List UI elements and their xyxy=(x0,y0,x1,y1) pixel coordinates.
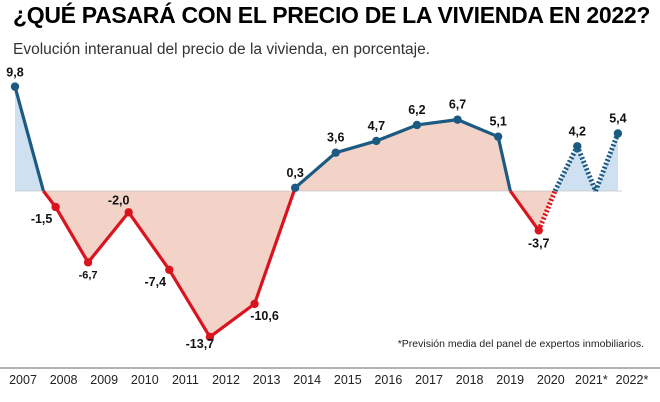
line-segment xyxy=(294,151,337,190)
data-labels: 9,8 -1,5 -6,7 -2,0 -7,4 -13,7 -10,6 0,3 3,6 4,7 6,… xyxy=(6,66,626,351)
data-label: 5,1 xyxy=(489,115,506,129)
data-point xyxy=(51,202,60,212)
data-label: -7,4 xyxy=(145,275,167,289)
footnote: *Previsión media del panel de expertos i… xyxy=(397,338,644,350)
x-tick-label: 2019 xyxy=(496,373,524,387)
positive-area-3 xyxy=(554,146,596,191)
data-point xyxy=(124,208,133,217)
x-tick-label: 2007 xyxy=(9,373,37,387)
data-label: -2,0 xyxy=(108,193,130,207)
line-segment xyxy=(167,268,212,338)
x-tick-label: 2020 xyxy=(537,373,565,387)
x-tick-label: 2014 xyxy=(293,373,321,387)
data-label: -3,7 xyxy=(528,236,550,250)
line-segment xyxy=(552,145,580,193)
data-point xyxy=(205,332,215,342)
data-point xyxy=(453,115,462,124)
line-segment xyxy=(335,139,377,155)
data-label: 4,7 xyxy=(368,119,385,133)
data-point xyxy=(412,120,422,130)
data-label: -10,6 xyxy=(250,309,279,323)
data-label: 6,2 xyxy=(408,103,425,117)
data-label: -13,7 xyxy=(186,337,215,351)
line-segment xyxy=(375,123,418,143)
data-label: 3,6 xyxy=(327,131,344,145)
chart-subtitle: Evolución interanual del precio de la vi… xyxy=(13,41,431,58)
data-point xyxy=(331,148,340,157)
x-tick-label: 2018 xyxy=(456,373,484,387)
x-tick-label: 2011 xyxy=(172,373,199,387)
line-segment xyxy=(86,211,130,264)
area-fills xyxy=(15,86,618,337)
data-points xyxy=(10,82,623,342)
data-label: 4,2 xyxy=(569,124,586,138)
negative-area-2 xyxy=(510,191,555,231)
line-segment xyxy=(208,302,256,339)
negative-area-1 xyxy=(43,119,511,337)
x-tick-label: 2022* xyxy=(616,373,649,387)
data-point xyxy=(10,82,20,91)
x-tick-label: 2010 xyxy=(131,373,159,387)
line-segment xyxy=(496,136,512,192)
line-segment xyxy=(574,145,598,192)
x-tick-label: 2013 xyxy=(253,373,281,387)
x-tick-label: 2012 xyxy=(212,373,240,387)
positive-area-4 xyxy=(595,133,618,191)
data-point xyxy=(372,136,381,146)
x-tick-label: 2021* xyxy=(575,373,608,387)
x-tick-labels: 2007 2008 2009 2010 2011 2012 2013 2014 2015 2016… xyxy=(9,373,648,387)
data-point xyxy=(613,129,623,138)
data-point xyxy=(250,299,259,309)
x-tick-label: 2008 xyxy=(50,373,78,387)
data-point xyxy=(165,265,174,275)
data-label: -6,7 xyxy=(79,269,98,281)
data-point xyxy=(83,258,93,267)
x-tick-label: 2015 xyxy=(334,373,362,387)
x-tick-label: 2016 xyxy=(374,373,402,387)
x-tick-label: 2009 xyxy=(90,373,118,387)
axis xyxy=(0,190,660,369)
line-segment xyxy=(54,206,90,264)
data-point xyxy=(493,132,503,141)
data-label: -1,5 xyxy=(31,212,53,226)
line-segment xyxy=(127,211,171,271)
data-label: 0,3 xyxy=(286,166,303,180)
line-segment xyxy=(509,190,541,232)
line-segment xyxy=(13,86,45,192)
line-segment xyxy=(416,118,458,127)
x-tick-label: 2017 xyxy=(415,373,443,387)
data-point xyxy=(534,226,543,235)
chart-title: ¿QUÉ PASARÁ CON EL PRECIO DE LA VIVIENDA… xyxy=(13,2,651,28)
data-label: 9,8 xyxy=(6,66,23,80)
line-segment xyxy=(253,187,297,305)
data-point xyxy=(573,142,582,151)
line-segment xyxy=(456,118,499,139)
data-label: 5,4 xyxy=(609,111,626,125)
data-point xyxy=(290,183,300,193)
data-label: 6,7 xyxy=(449,98,466,112)
line-segment xyxy=(536,190,558,232)
series-lines xyxy=(13,86,621,339)
